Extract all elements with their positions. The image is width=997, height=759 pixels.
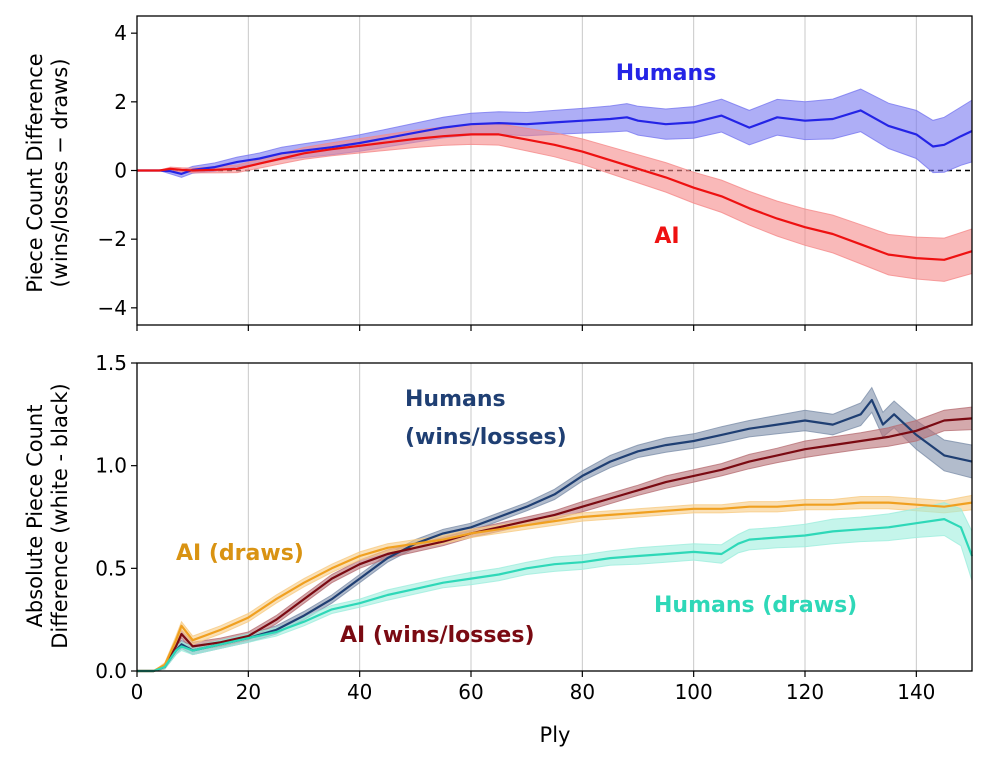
label-ai-draws: AI (draws): [176, 541, 304, 566]
top-y-axis-title-line-1: Piece Count Difference: [23, 53, 47, 292]
label-humans-draws: Humans (draws): [654, 593, 857, 618]
top-y-tick-label-0: −4: [98, 296, 127, 320]
bot-line-ai-draws: [137, 501, 973, 673]
top-line-humans: [137, 109, 973, 175]
bottom-y-ticks: 0.0 0.5 1.0 1.5: [95, 351, 137, 683]
bot-x-tick-label-120: 120: [786, 680, 824, 704]
bot-x-tick-label-100: 100: [675, 680, 713, 704]
bottom-series-lines: [137, 398, 974, 673]
label-humans: Humans: [616, 61, 717, 86]
bot-y-tick-label-3: 1.5: [95, 351, 127, 375]
bottom-panel: 0 20 40 60 80 100 120 140 0.0 0.5 1.0 1.5 Absolute…: [23, 351, 974, 747]
bot-x-tick-label-60: 60: [458, 680, 483, 704]
top-panel: −4 −2 0 2 4 Piece Count Difference (wins/los…: [23, 15, 973, 331]
top-y-tick-label-3: 2: [114, 90, 127, 114]
bot-x-tick-label-80: 80: [570, 680, 595, 704]
bot-line-humans-draws: [137, 517, 974, 673]
bot-x-tick-label-40: 40: [347, 680, 372, 704]
top-y-axis-title-line-2: (wins/losses − draws): [48, 58, 72, 287]
bot-y-tick-label-2: 1.0: [95, 454, 127, 478]
label-ai: AI: [654, 224, 679, 249]
bot-x-tick-label-140: 140: [897, 680, 935, 704]
label-humans-wins-losses-line-1: Humans: [405, 387, 506, 412]
label-ai-wins-losses: AI (wins/losses): [340, 623, 535, 648]
top-band-ai: [137, 123, 973, 282]
top-y-tick-label-2: 0: [114, 159, 127, 183]
x-axis-title: Ply: [540, 723, 571, 747]
top-y-tick-label-1: −2: [98, 227, 127, 251]
bottom-y-axis-title-line-2: Difference (white - black): [48, 383, 72, 648]
bot-line-ai-wins-losses: [137, 417, 973, 673]
top-y-tick-label-4: 4: [114, 21, 127, 45]
bot-band-humans-draws: [137, 502, 973, 672]
bottom-y-axis-title-line-1: Absolute Piece Count: [23, 405, 47, 628]
bot-x-tick-label-20: 20: [236, 680, 261, 704]
top-line-ai: [137, 133, 973, 261]
label-humans-wins-losses-line-2: (wins/losses): [405, 425, 567, 450]
bot-y-tick-label-1: 0.5: [95, 556, 127, 580]
bottom-axes-frame: [136, 362, 973, 672]
bot-x-tick-label-0: 0: [131, 680, 144, 704]
bot-y-tick-label-0: 0.0: [95, 659, 127, 683]
top-y-ticks: −4 −2 0 2 4: [98, 21, 137, 320]
top-x-ticks: [136, 325, 917, 331]
bottom-x-ticks: 0 20 40 60 80 100 120 140: [131, 671, 935, 704]
top-confidence-bands: [137, 88, 973, 282]
top-series-lines: [137, 109, 973, 261]
